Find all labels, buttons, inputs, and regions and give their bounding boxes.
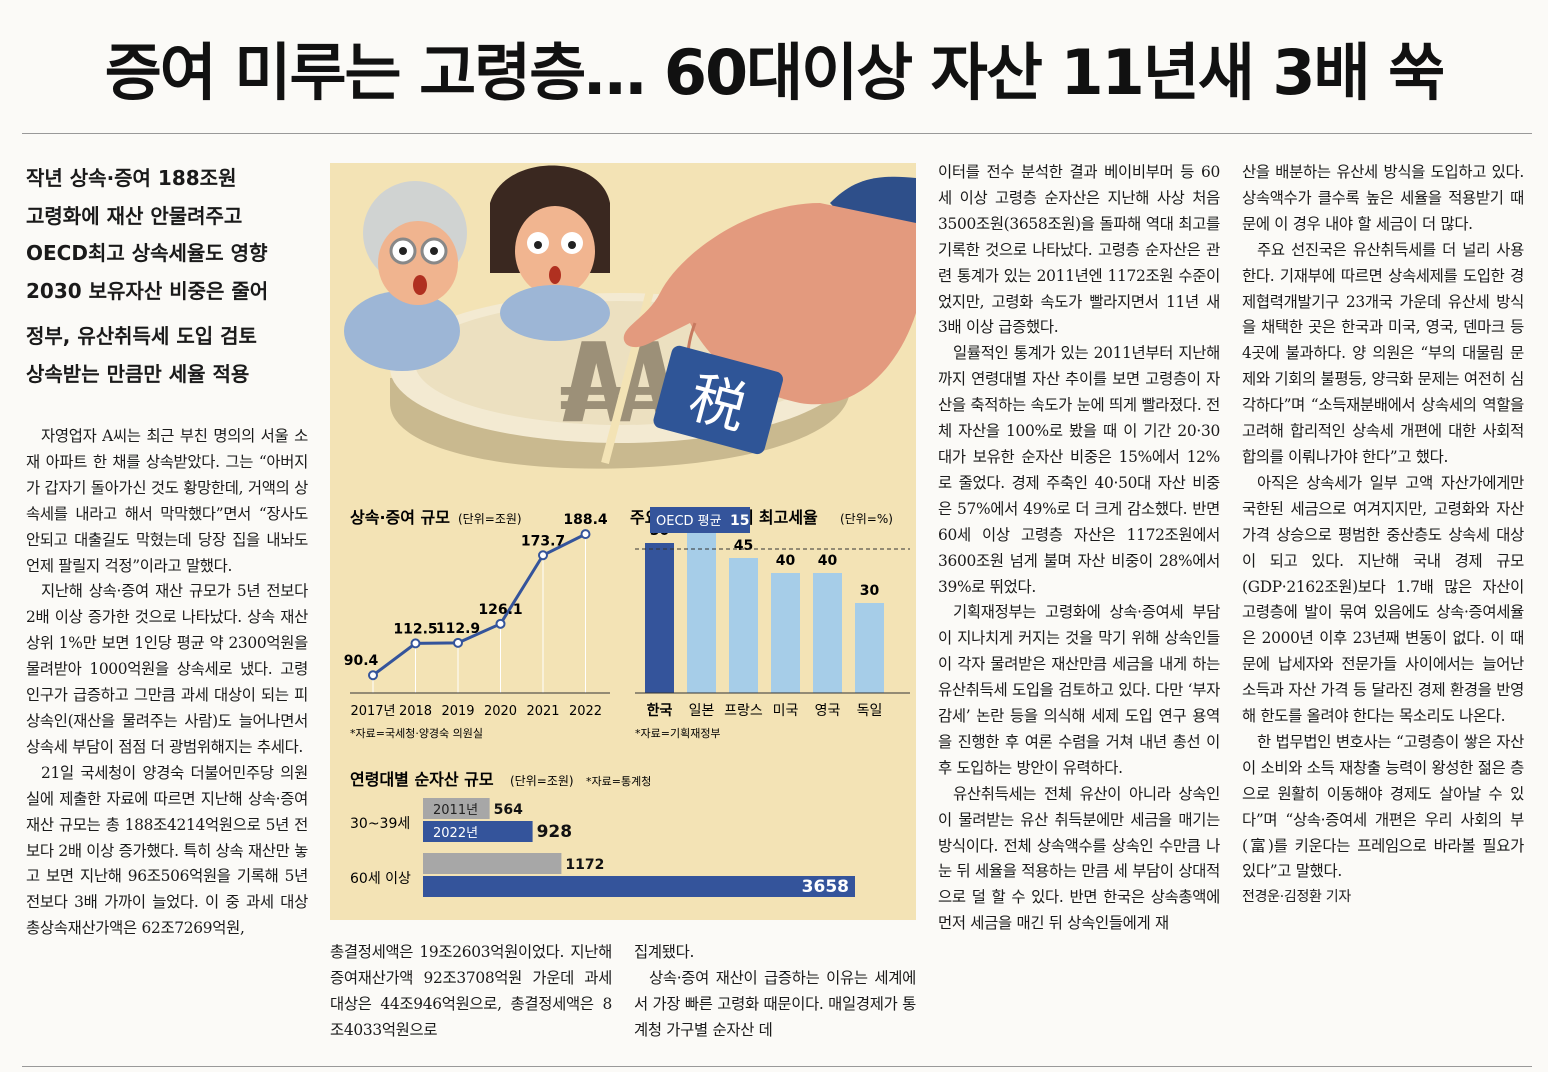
category-label: 60세 이상: [350, 871, 411, 887]
x-tick-label: 2022: [569, 704, 602, 719]
paragraph: 집계됐다.: [634, 943, 695, 961]
data-label: 30: [860, 583, 880, 599]
deck-line: OECD최고 상속세율도 영향: [26, 241, 268, 265]
paragraph: 총결정세액은 19조2603억원이었다. 지난해 증여재산가액 92조3708억…: [330, 943, 612, 1039]
data-label: 112.5: [393, 621, 437, 637]
bar: [423, 853, 562, 874]
bar: [855, 603, 884, 693]
bar: [423, 876, 855, 897]
paragraph: 유산취득세는 전체 유산이 아니라 상속인이 물려받는 유산 취득분에만 세금을…: [938, 784, 1220, 933]
x-tick-label: 2021: [526, 704, 559, 719]
bar: [729, 558, 758, 693]
data-label: 90.4: [344, 653, 379, 669]
series-label: 2011년: [433, 803, 478, 818]
oecd-average-label: OECD 평균: [656, 514, 722, 529]
headline-rule: [22, 133, 1532, 134]
paragraph: 상속·증여 재산이 급증하는 이유는 세계에서 가장 빠른 고령화 때문이다. …: [634, 968, 916, 1039]
paragraph: 주요 선진국은 유산취득세를 더 널리 사용한다. 기재부에 따르면 상속세제를…: [1242, 240, 1524, 466]
paragraph: 자영업자 A씨는 최근 부친 명의의 서울 소재 아파트 한 채를 상속받았다.…: [26, 427, 308, 575]
bar: [813, 573, 842, 693]
x-tick-label: 2020: [484, 704, 517, 719]
oecd-average-callout: OECD 평균 15: [650, 507, 750, 533]
paragraph: 한 법무법인 변호사는 “고령층이 쌓은 자산이 소비와 소득 재창출 능력이 …: [1242, 732, 1524, 881]
data-label: 928: [537, 822, 573, 842]
x-tick-label: 2018: [399, 704, 432, 719]
data-point: [410, 638, 421, 649]
x-tick-label: 2019: [441, 704, 474, 719]
oecd-average-value: 15: [730, 513, 749, 529]
data-point: [538, 550, 548, 561]
data-label: 40: [818, 553, 838, 569]
bar: [771, 573, 800, 693]
paragraph: 산을 배분하는 유산세 방식을 도입하고 있다. 상속액수가 클수록 높은 세율…: [1242, 163, 1524, 233]
data-label: 173.7: [521, 533, 565, 549]
headline: 증여 미루는 고령층… 60대이상 자산 11년새 3배 쑥: [104, 36, 1445, 109]
data-label: 45: [734, 538, 753, 554]
chart-source: *자료=국세청·양경숙 의원실: [350, 727, 483, 740]
data-point: [453, 637, 463, 648]
chart-source: *자료=기획재정부: [635, 727, 721, 740]
data-point: [580, 529, 591, 540]
bar: [645, 543, 674, 693]
infographic-svg: ₩ 税: [330, 163, 916, 897]
chart-unit: (단위=조원): [458, 512, 522, 526]
chart-top-tax-rates: 주요국 상속증여세 최고세율 (단위=%) 505545404030 OECD …: [630, 507, 910, 740]
bar: [687, 528, 716, 693]
series-label: 2022년: [433, 826, 478, 841]
data-label: 188.4: [563, 512, 608, 528]
paragraph: 기획재정부는 고령화에 상속·증여세 부담이 지나치게 커지는 것을 막기 위해…: [938, 603, 1220, 777]
paragraph: 일률적인 통계가 있는 2011년부터 지난해까지 연령대별 자산 추이를 보면…: [938, 344, 1220, 596]
category-label: 30~39세: [350, 816, 410, 832]
data-point: [368, 670, 378, 681]
paragraph: 아직은 상속세가 일부 고액 자산가에게만 국한된 세금으로 여겨지지만, 고령…: [1242, 473, 1524, 726]
x-tick-label: 한국: [647, 703, 673, 719]
chart-title: 연령대별 순자산 규모: [350, 770, 494, 789]
article-column-3: 집계됐다. 상속·증여 재산이 급증하는 이유는 세계에서 가장 빠른 고령화 …: [634, 940, 916, 1044]
chart-net-assets-by-age: 연령대별 순자산 규모 (단위=조원) *자료=통계청 30~39세 2011년 5…: [350, 770, 855, 897]
deck-line: 상속받는 만큼만 세율 적용: [26, 361, 250, 386]
paragraph: 지난해 상속·증여 재산 규모가 5년 전보다 2배 이상 증가한 것으로 나타…: [26, 582, 308, 756]
bar: [423, 798, 490, 819]
deck-line: 정부, 유산취득세 도입 검토: [26, 324, 257, 348]
data-label: 564: [494, 802, 523, 818]
data-point: [495, 618, 506, 629]
data-label: 1172: [565, 857, 604, 873]
paragraph: 이터를 전수 분석한 결과 베이비부머 등 60세 이상 고령층 순자산은 지난…: [938, 163, 1220, 337]
article-column-1: 자영업자 A씨는 최근 부친 명의의 서울 소재 아파트 한 채를 상속받았다.…: [26, 424, 308, 942]
data-label: 126.1: [478, 602, 522, 618]
article-column-2: 총결정세액은 19조2603억원이었다. 지난해 증여재산가액 92조3708억…: [330, 940, 612, 1044]
data-label: 40: [776, 553, 796, 569]
chart-unit: (단위=조원): [510, 774, 574, 788]
x-tick-label: 일본: [689, 703, 715, 719]
x-tick-label: 영국: [815, 703, 841, 719]
byline: 전경운·김정환 기자: [1242, 889, 1351, 906]
x-tick-label: 2017년: [350, 704, 395, 719]
x-tick-label: 미국: [773, 703, 799, 719]
article-column-5: 산을 배분하는 유산세 방식을 도입하고 있다. 상속액수가 클수록 높은 세율…: [1242, 160, 1524, 911]
data-label: 112.9: [436, 621, 480, 637]
paragraph: 21일 국세청이 양경숙 더불어민주당 의원실에 제출한 자료에 따르면 지난해…: [26, 763, 308, 938]
chart-unit: (단위=%): [840, 512, 893, 526]
article-column-4: 이터를 전수 분석한 결과 베이비부머 등 60세 이상 고령층 순자산은 지난…: [938, 160, 1220, 937]
bottom-rule: [22, 1066, 1532, 1067]
subheadline-deck: 작년 상속·증여 188조원 고령화에 재산 안물려주고 OECD최고 상속세율…: [26, 160, 316, 393]
deck-line: 작년 상속·증여 188조원: [26, 166, 237, 190]
data-label: 3658: [802, 877, 849, 897]
chart-title: 상속·증여 규모: [350, 508, 450, 527]
deck-line: 고령화에 재산 안물려주고: [26, 203, 243, 228]
deck-line: 2030 보유자산 비중은 줄어: [26, 278, 269, 303]
infographic: ₩ 税: [330, 163, 916, 920]
illustration: ₩ 税: [330, 163, 916, 483]
x-tick-label: 독일: [857, 703, 883, 719]
x-tick-label: 프랑스: [724, 703, 763, 719]
chart-source: *자료=통계청: [586, 775, 651, 788]
bar: [423, 821, 533, 842]
